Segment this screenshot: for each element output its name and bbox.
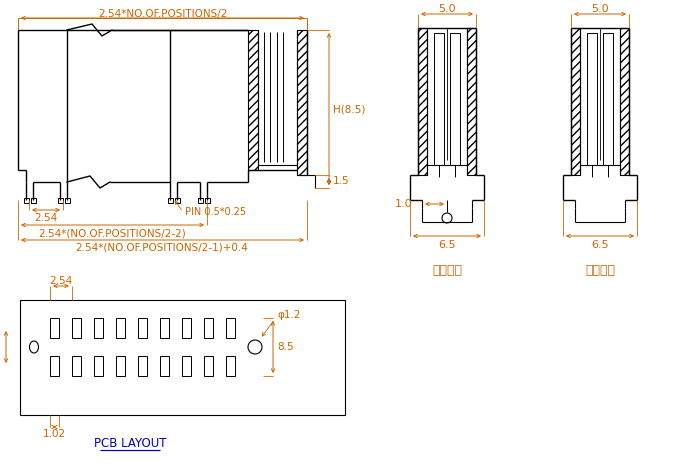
Text: 6.5: 6.5 bbox=[438, 240, 456, 250]
Bar bbox=[182, 318, 191, 338]
Bar bbox=[603, 33, 613, 165]
Bar bbox=[182, 356, 191, 376]
Bar bbox=[138, 356, 147, 376]
Bar bbox=[168, 198, 173, 203]
Text: 6.5: 6.5 bbox=[592, 240, 609, 250]
Bar bbox=[160, 318, 169, 338]
Text: PIN 0.5*0.25: PIN 0.5*0.25 bbox=[185, 207, 246, 217]
Bar bbox=[94, 318, 103, 338]
Bar bbox=[116, 318, 125, 338]
Text: 2.54*NO.OF.POSITIONS/2: 2.54*NO.OF.POSITIONS/2 bbox=[98, 9, 228, 19]
Bar bbox=[467, 28, 476, 175]
Text: 2.54*(NO.OF.POSITIONS/2-2): 2.54*(NO.OF.POSITIONS/2-2) bbox=[38, 228, 186, 238]
Text: 1.5: 1.5 bbox=[333, 176, 349, 186]
Text: 带定位柱: 带定位柱 bbox=[432, 263, 462, 276]
Text: PCB LAYOUT: PCB LAYOUT bbox=[94, 437, 167, 450]
Bar bbox=[175, 198, 180, 203]
Bar bbox=[72, 356, 81, 376]
Bar bbox=[226, 356, 235, 376]
Bar bbox=[418, 28, 427, 175]
Text: 2.54: 2.54 bbox=[34, 213, 57, 223]
Text: 2.54*(NO.OF.POSITIONS/2-1)+0.4: 2.54*(NO.OF.POSITIONS/2-1)+0.4 bbox=[76, 243, 248, 253]
Text: 1.0: 1.0 bbox=[395, 199, 413, 209]
Bar bbox=[297, 30, 307, 175]
Bar bbox=[204, 318, 213, 338]
Text: 5.0: 5.0 bbox=[592, 4, 609, 14]
Bar bbox=[160, 356, 169, 376]
Bar bbox=[58, 198, 63, 203]
Text: 1.02: 1.02 bbox=[43, 429, 66, 439]
Text: 2.54: 2.54 bbox=[50, 276, 73, 286]
Bar bbox=[65, 198, 70, 203]
Bar bbox=[204, 356, 213, 376]
Bar bbox=[50, 356, 59, 376]
Bar bbox=[587, 33, 597, 165]
Text: H(8.5): H(8.5) bbox=[333, 104, 365, 114]
Bar bbox=[31, 198, 36, 203]
Bar bbox=[50, 318, 59, 338]
Bar bbox=[72, 318, 81, 338]
Bar bbox=[198, 198, 203, 203]
Text: 5.0: 5.0 bbox=[438, 4, 456, 14]
Bar bbox=[20, 300, 345, 415]
Text: 8.5: 8.5 bbox=[277, 342, 293, 352]
Bar bbox=[450, 33, 460, 165]
Text: φ1.2: φ1.2 bbox=[277, 310, 300, 320]
Bar bbox=[226, 318, 235, 338]
Bar bbox=[116, 356, 125, 376]
Bar bbox=[24, 198, 29, 203]
Bar bbox=[205, 198, 210, 203]
Text: 无定位柱: 无定位柱 bbox=[585, 263, 615, 276]
Bar bbox=[94, 356, 103, 376]
Bar bbox=[138, 318, 147, 338]
Bar bbox=[248, 30, 258, 170]
Bar bbox=[434, 33, 444, 165]
Bar bbox=[620, 28, 629, 175]
Bar bbox=[571, 28, 580, 175]
